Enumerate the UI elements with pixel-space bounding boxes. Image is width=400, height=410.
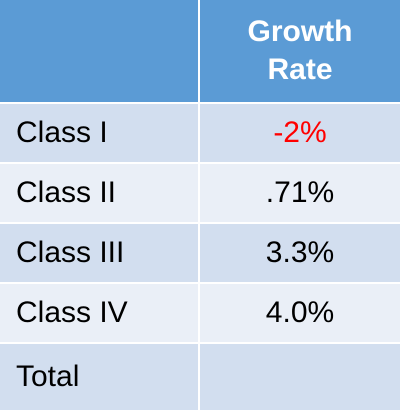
row-value: -2%	[200, 104, 400, 164]
row-value: 4.0%	[200, 284, 400, 344]
table-header-row: Growth Rate	[0, 0, 400, 104]
row-value	[200, 344, 400, 410]
row-label: Class II	[0, 164, 200, 224]
row-label: Class III	[0, 224, 200, 284]
table-row: Class III 3.3%	[0, 224, 400, 284]
header-cell-growth-rate: Growth Rate	[200, 0, 400, 104]
table-row: Class IV 4.0%	[0, 284, 400, 344]
table-row: Total	[0, 344, 400, 410]
row-label: Class I	[0, 104, 200, 164]
row-value: 3.3%	[200, 224, 400, 284]
growth-rate-header-label: Growth Rate	[247, 15, 353, 86]
row-value: .71%	[200, 164, 400, 224]
header-cell-empty	[0, 0, 200, 104]
row-label: Class IV	[0, 284, 200, 344]
row-label: Total	[0, 344, 200, 410]
table-row: Class II .71%	[0, 164, 400, 224]
table-row: Class I -2%	[0, 104, 400, 164]
